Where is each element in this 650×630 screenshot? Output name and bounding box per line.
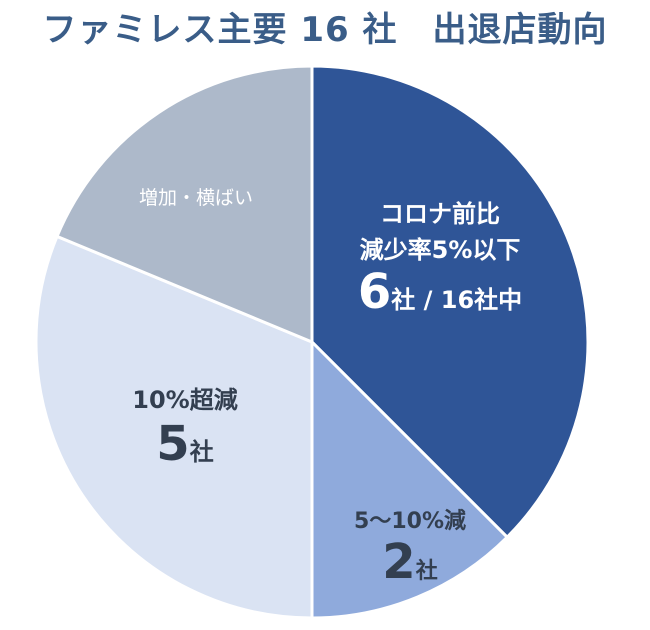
chart-title: ファミレス主要 16 社 出退店動向: [42, 10, 608, 50]
slice-label-text-0-1: 減少率5%以下: [360, 236, 521, 264]
slice-count-number-1: 2: [382, 534, 415, 590]
slice-count-2: 5社: [156, 416, 213, 472]
slice-count-unit-0: 社 / 16社中: [391, 286, 522, 314]
slice-count-0: 6社 / 16社中: [358, 264, 522, 320]
slice-count-number-0: 6: [358, 264, 391, 320]
slice-count-1: 2社: [382, 534, 437, 590]
pie-slice-2: [34, 234, 314, 620]
slice-label-1: 5〜10%減2社: [354, 509, 466, 590]
slice-label-3: 増加・横ばい: [139, 187, 253, 209]
slice-label-text-1-0: 5〜10%減: [354, 509, 466, 534]
pie-slice-1: [310, 338, 510, 620]
slice-count-number-2: 5: [156, 416, 189, 472]
slice-label-text-2-0: 10%超減: [132, 386, 237, 414]
pie-slice-3: [55, 64, 314, 345]
slice-count-unit-2: 社: [190, 438, 214, 466]
slice-count-unit-1: 社: [416, 558, 438, 584]
pie-slice-0: [310, 64, 590, 540]
slice-label-text-3-0: 増加・横ばい: [139, 187, 253, 209]
slice-label-text-0-0: コロナ前比: [380, 200, 500, 228]
